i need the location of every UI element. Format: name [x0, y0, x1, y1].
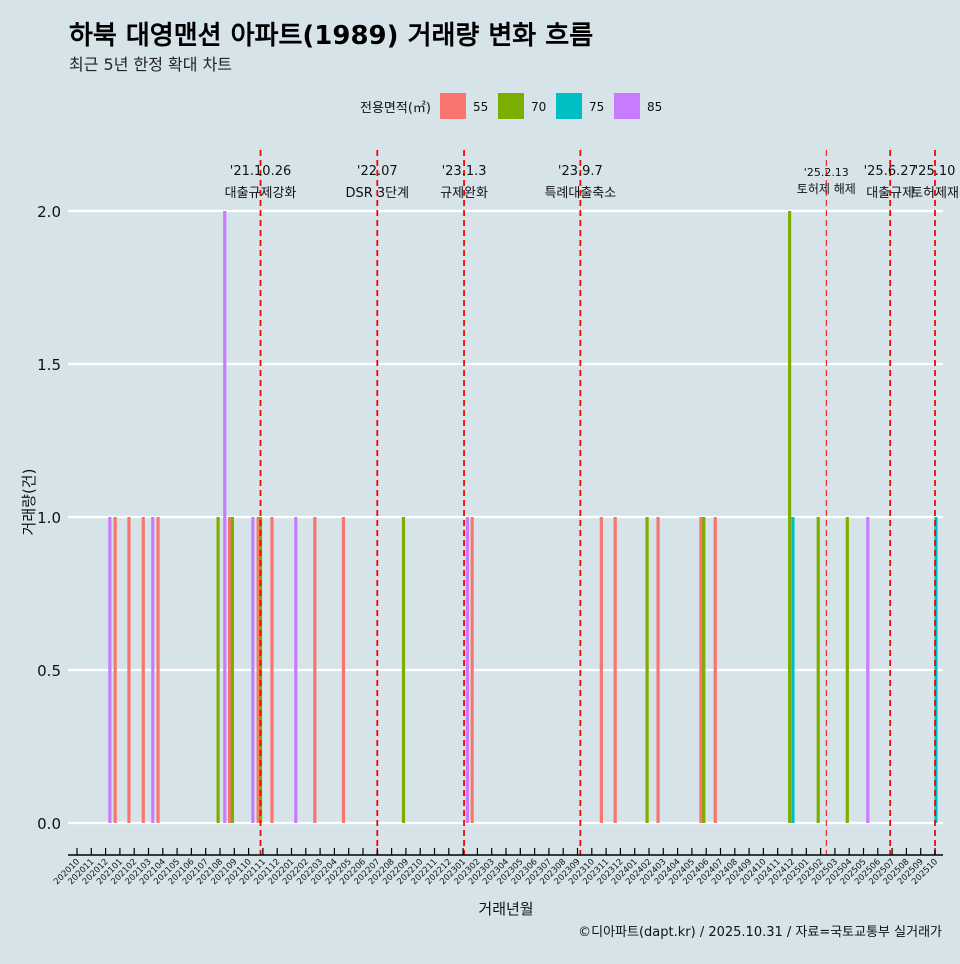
- event-label: 규제완화: [440, 186, 488, 201]
- bar-55: [141, 517, 145, 823]
- bar-85: [294, 517, 298, 823]
- legend-swatch-85: [614, 93, 640, 119]
- bar-55: [713, 517, 717, 823]
- chart-subtitle: 최근 5년 한정 확대 차트: [69, 55, 232, 74]
- bar-55: [341, 517, 346, 823]
- y-axis: 0.0 0.5 1.0 1.5 2.0: [37, 203, 61, 833]
- bar-85: [251, 517, 255, 823]
- bar-55: [656, 517, 660, 823]
- event-date-label: '25.6.27: [864, 164, 917, 179]
- bar-70: [788, 211, 792, 823]
- bar-70: [230, 517, 234, 823]
- bar-55: [599, 517, 603, 823]
- bar-85: [108, 517, 112, 823]
- event-date-label: '25.10: [915, 164, 956, 179]
- bar-55: [227, 517, 232, 823]
- bar-70: [702, 517, 706, 823]
- bar-55: [613, 517, 617, 823]
- event-date-label: '23.1.3: [442, 164, 487, 179]
- x-axis: 2020102020112020122021012021022021032021…: [52, 848, 943, 887]
- bar-85: [151, 517, 155, 823]
- bar-75: [934, 517, 938, 823]
- bar-70: [401, 517, 406, 823]
- event-label: 토허제 해제: [797, 182, 856, 196]
- bars: [108, 211, 938, 823]
- bar-55: [256, 517, 260, 823]
- bar-55: [156, 517, 160, 823]
- event-label: 대출규제: [866, 186, 914, 201]
- event-label: 대출규제강화: [225, 186, 297, 201]
- event-date-label: '21.10.26: [230, 164, 291, 179]
- event-label: DSR 3단계: [345, 186, 409, 201]
- bar-70: [845, 517, 849, 823]
- event-date-label: '23.9.7: [558, 164, 603, 179]
- y-tick-label: 1.5: [37, 356, 61, 374]
- legend-label: 55: [473, 100, 488, 114]
- bar-70: [216, 517, 220, 823]
- bar-70: [645, 517, 649, 823]
- bar-75: [791, 517, 795, 823]
- legend-swatch-70: [498, 93, 524, 119]
- event-date-label: '25.2.13: [804, 166, 849, 179]
- x-axis-label: 거래년월: [478, 900, 533, 918]
- legend-label: 85: [647, 100, 662, 114]
- event-label: 토허제재: [911, 186, 959, 201]
- bar-85: [465, 517, 469, 823]
- y-axis-label: 거래량(건): [20, 469, 38, 536]
- y-tick-label: 1.0: [37, 509, 61, 527]
- bar-85: [223, 211, 227, 823]
- grid-lines: [68, 209, 943, 825]
- event-date-label: '22.07: [357, 164, 398, 179]
- caption: ©디아파트(dapt.kr) / 2025.10.31 / 자료=국토교통부 실…: [578, 925, 942, 940]
- y-tick-label: 0.5: [37, 662, 61, 680]
- bar-85: [866, 517, 870, 823]
- bar-55: [270, 517, 274, 823]
- legend-swatch-55: [440, 93, 466, 119]
- bar-55: [113, 517, 117, 823]
- y-tick-label: 0.0: [37, 815, 61, 833]
- legend-label: 75: [589, 100, 604, 114]
- event-label: 특례대출축소: [544, 186, 616, 201]
- bar-55: [313, 517, 317, 823]
- bar-55: [699, 517, 703, 823]
- legend-swatch-75: [556, 93, 582, 119]
- bar-70: [816, 517, 820, 823]
- legend-title: 전용면적(㎡): [360, 101, 431, 116]
- legend-label: 70: [531, 100, 546, 114]
- legend: 전용면적(㎡) 55 70 75 85: [360, 93, 662, 119]
- bar-55: [470, 517, 474, 823]
- y-tick-label: 2.0: [37, 203, 61, 221]
- event-markers: '21.10.26 대출규제강화 '22.07 DSR 3단계 '23.1.3 규제완화 '…: [225, 150, 959, 855]
- bar-55: [127, 517, 131, 823]
- chart-title: 하북 대영맨션 아파트(1989) 거래량 변화 흐름: [69, 21, 593, 51]
